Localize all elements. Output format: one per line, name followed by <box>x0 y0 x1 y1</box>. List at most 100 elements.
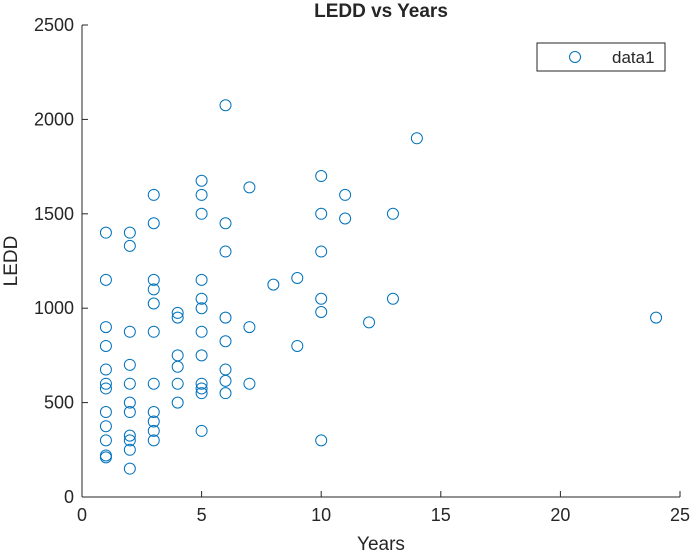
data-point <box>171 377 184 390</box>
y-tick-label: 2500 <box>34 15 74 35</box>
data-point <box>219 374 232 387</box>
x-tick-label: 0 <box>77 505 87 525</box>
data-point <box>147 297 160 310</box>
y-tick-label: 1500 <box>34 204 74 224</box>
data-point <box>123 358 136 371</box>
data-point <box>219 245 232 258</box>
data-point <box>243 181 256 194</box>
data-point <box>147 283 160 296</box>
data-point <box>123 239 136 252</box>
data-point <box>195 387 208 400</box>
data-point <box>243 321 256 334</box>
x-axis-label: Years <box>357 534 405 553</box>
y-tick-label: 1000 <box>34 298 74 318</box>
data-point <box>195 174 208 187</box>
data-point <box>291 271 304 284</box>
data-point <box>147 273 160 286</box>
data-point <box>99 382 112 395</box>
data-point <box>123 396 136 409</box>
legend-marker <box>569 51 581 63</box>
data-point <box>123 377 136 390</box>
data-point <box>219 99 232 112</box>
data-point <box>147 325 160 338</box>
chart-title: LEDD vs Years <box>314 1 448 22</box>
data-point <box>147 377 160 390</box>
data-point <box>99 226 112 239</box>
legend: data1 <box>536 42 666 72</box>
data-point <box>147 217 160 230</box>
y-axis-label: LEDD <box>1 236 22 287</box>
data-point <box>123 406 136 419</box>
data-point <box>123 462 136 475</box>
data-point <box>195 273 208 286</box>
data-point <box>339 212 352 225</box>
data-point <box>99 434 112 447</box>
data-point <box>195 302 208 315</box>
data-point <box>99 273 112 286</box>
data-point <box>99 406 112 419</box>
data-point <box>99 321 112 334</box>
data-point <box>267 278 280 291</box>
data-point <box>363 316 376 329</box>
data-point <box>195 377 208 390</box>
data-point <box>219 217 232 230</box>
axis-ticks: 0 5 10 15 20 25 0 500 1000 1500 2000 2500 <box>34 15 690 525</box>
x-tick-label: 15 <box>431 505 451 525</box>
data-point <box>123 429 136 442</box>
data-point <box>291 339 304 352</box>
data-point <box>195 292 208 305</box>
data-point <box>195 349 208 362</box>
data-point <box>315 434 328 447</box>
data-point <box>219 363 232 376</box>
data-points <box>99 99 663 475</box>
data-point <box>99 420 112 433</box>
data-point <box>99 451 112 464</box>
data-point <box>99 363 112 376</box>
data-point <box>147 188 160 201</box>
x-tick-label: 20 <box>550 505 570 525</box>
legend-box <box>536 42 666 72</box>
data-point <box>147 406 160 419</box>
data-point <box>147 434 160 447</box>
y-tick-label: 500 <box>44 393 74 413</box>
data-point <box>315 292 328 305</box>
data-point <box>650 311 663 324</box>
data-point <box>123 434 136 447</box>
x-tick-label: 10 <box>311 505 331 525</box>
data-point <box>315 207 328 220</box>
data-point <box>410 132 423 145</box>
data-point <box>219 335 232 348</box>
data-point <box>123 226 136 239</box>
data-point <box>123 443 136 456</box>
y-tick-label: 0 <box>64 487 74 507</box>
data-point <box>99 339 112 352</box>
data-point <box>195 424 208 437</box>
data-point <box>171 306 184 319</box>
data-point <box>171 311 184 324</box>
x-tick-label: 25 <box>670 505 690 525</box>
data-point <box>195 188 208 201</box>
data-point <box>315 245 328 258</box>
data-point <box>219 387 232 400</box>
data-point <box>386 207 399 220</box>
x-tick-label: 5 <box>197 505 207 525</box>
data-point <box>315 170 328 183</box>
data-point <box>171 396 184 409</box>
data-point <box>315 305 328 318</box>
data-point <box>171 360 184 373</box>
data-point <box>219 311 232 324</box>
legend-label: data1 <box>612 48 655 67</box>
data-point <box>147 424 160 437</box>
data-point <box>171 349 184 362</box>
data-point <box>195 207 208 220</box>
y-tick-label: 2000 <box>34 109 74 129</box>
data-point <box>339 188 352 201</box>
data-point <box>386 292 399 305</box>
data-point <box>123 325 136 338</box>
data-point <box>243 377 256 390</box>
data-point <box>99 377 112 390</box>
data-point <box>195 325 208 338</box>
data-point <box>147 415 160 428</box>
data-point <box>195 382 208 395</box>
